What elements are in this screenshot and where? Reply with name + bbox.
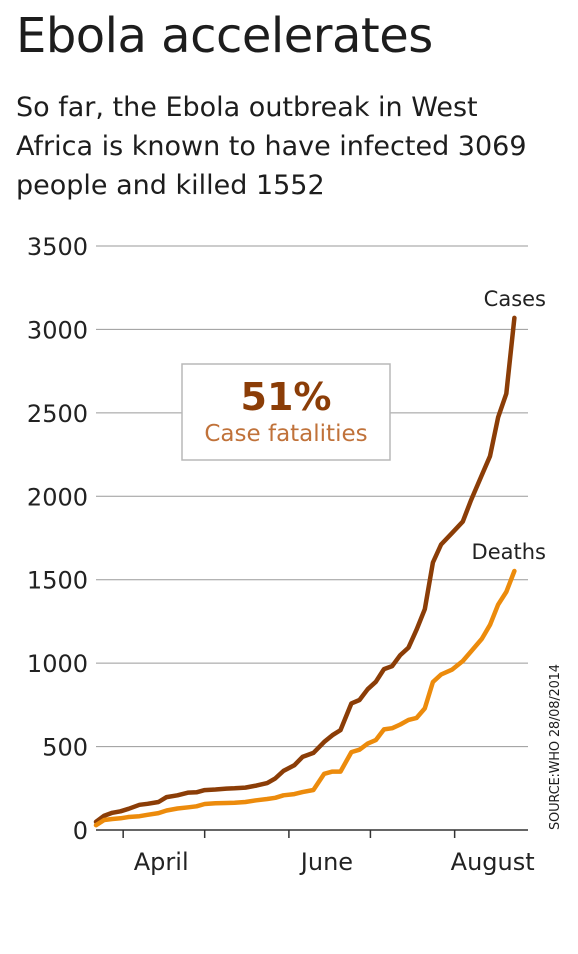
series-labels: Cases Deaths: [472, 287, 546, 564]
x-tick-label: August: [451, 848, 535, 876]
series-label-deaths: Deaths: [472, 540, 546, 564]
series-line-cases: [93, 315, 517, 825]
y-tick-label: 2000: [27, 483, 88, 511]
source-note: SOURCE:WHO 28/08/2014: [548, 664, 563, 830]
y-tick-label: 1000: [27, 650, 88, 678]
chart-title: Ebola accelerates: [16, 8, 433, 64]
callout-label: Case fatalities: [204, 421, 367, 447]
y-tick-label: 2500: [27, 400, 88, 428]
x-axis: April June August: [96, 829, 535, 876]
series-lines: [93, 315, 517, 828]
x-tick-label: June: [299, 848, 353, 876]
series-line-deaths: [93, 568, 517, 828]
y-axis: 0 500 1000 1500 2000 2500 3000 3500: [27, 233, 88, 845]
y-tick-label: 0: [73, 817, 88, 845]
x-tick-label: April: [134, 848, 189, 876]
y-tick-label: 3000: [27, 316, 88, 344]
chart-subtitle: So far, the Ebola outbreak in West Afric…: [16, 92, 527, 201]
callout-value: 51%: [241, 375, 332, 419]
callout-box: [181, 363, 391, 461]
y-tick-label: 3500: [27, 233, 88, 261]
series-label-cases: Cases: [484, 287, 546, 311]
fatality-callout: 51% Case fatalities: [181, 363, 391, 461]
y-tick-label: 500: [42, 734, 88, 762]
y-tick-label: 1500: [27, 567, 88, 595]
gridlines: [96, 245, 528, 748]
